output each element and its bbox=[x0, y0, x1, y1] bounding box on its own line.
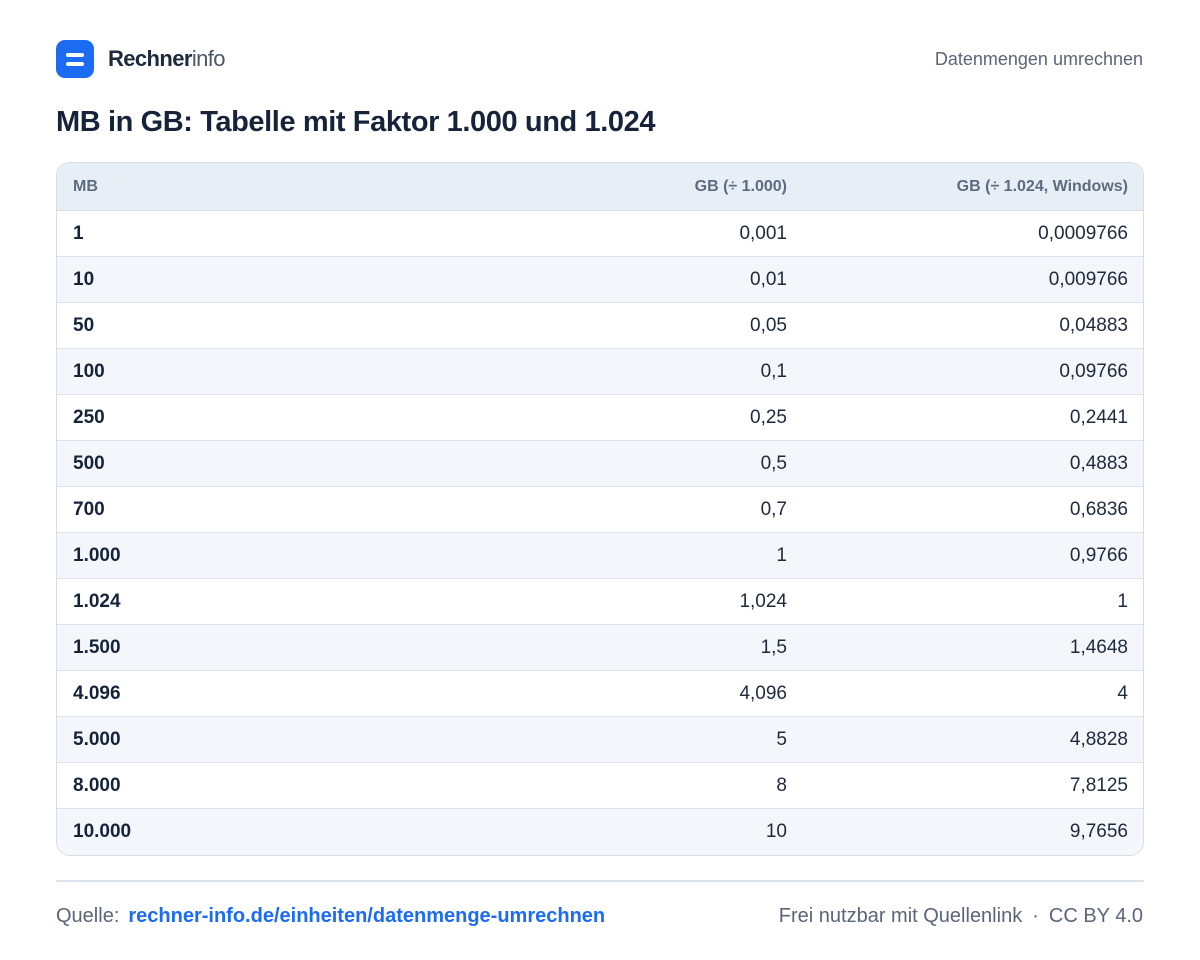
table-row: 8.000 8 7,8125 bbox=[57, 763, 1143, 809]
table-row: 10 0,01 0,009766 bbox=[57, 257, 1143, 303]
cell-mb: 100 bbox=[73, 360, 105, 382]
cell-gb-1000: 8 bbox=[776, 774, 787, 796]
cell-gb-1024: 0,0009766 bbox=[1038, 222, 1128, 244]
cell-mb: 500 bbox=[73, 452, 105, 474]
license-info: Frei nutzbar mit Quellenlink · CC BY 4.0 bbox=[779, 905, 1143, 928]
table-row: 10.000 10 9,7656 bbox=[57, 809, 1143, 855]
cell-mb: 8.000 bbox=[73, 774, 121, 796]
table-row: 1 0,001 0,0009766 bbox=[57, 211, 1143, 257]
cell-gb-1024: 0,9766 bbox=[1069, 544, 1128, 566]
table-row: 700 0,7 0,6836 bbox=[57, 487, 1143, 533]
table-header: MB GB (÷ 1.000) GB (÷ 1.024, Windows) bbox=[57, 163, 1143, 211]
cell-gb-1000: 0,1 bbox=[760, 360, 787, 382]
cell-mb: 5.000 bbox=[73, 728, 121, 750]
source-link[interactable]: rechner-info.de/einheiten/datenmenge-umr… bbox=[128, 905, 606, 927]
page-title: MB in GB: Tabelle mit Faktor 1.000 und 1… bbox=[56, 106, 656, 138]
cell-gb-1024: 4 bbox=[1117, 682, 1128, 704]
table-body: 1 0,001 0,0009766 10 0,01 0,009766 50 0,05 0,048… bbox=[57, 211, 1143, 855]
table-row: 1.024 1,024 1 bbox=[57, 579, 1143, 625]
table-row: 100 0,1 0,09766 bbox=[57, 349, 1143, 395]
cell-gb-1024: 7,8125 bbox=[1069, 774, 1128, 796]
table-row: 1.500 1,5 1,4648 bbox=[57, 625, 1143, 671]
brand-name-light: info bbox=[191, 46, 226, 71]
cell-gb-1000: 0,001 bbox=[739, 222, 787, 244]
cell-gb-1000: 1,5 bbox=[760, 636, 787, 658]
cell-gb-1000: 0,5 bbox=[760, 452, 787, 474]
cell-mb: 1 bbox=[73, 222, 84, 244]
footer-divider bbox=[56, 880, 1144, 882]
table-row: 500 0,5 0,4883 bbox=[57, 441, 1143, 487]
cell-mb: 250 bbox=[73, 406, 105, 428]
brand-logo[interactable]: Rechnerinfo bbox=[56, 40, 226, 78]
cell-gb-1024: 0,6836 bbox=[1069, 498, 1128, 520]
source-credit: Quelle: rechner-info.de/einheiten/datenm… bbox=[56, 905, 605, 928]
cell-gb-1000: 10 bbox=[765, 821, 787, 842]
table-row: 1.000 1 0,9766 bbox=[57, 533, 1143, 579]
cell-gb-1000: 4,096 bbox=[739, 682, 787, 704]
table-row: 5.000 5 4,8828 bbox=[57, 717, 1143, 763]
cell-mb: 10 bbox=[73, 268, 95, 290]
logo-icon bbox=[56, 40, 94, 78]
license-separator: · bbox=[1032, 905, 1039, 927]
cell-gb-1024: 0,009766 bbox=[1048, 268, 1128, 290]
cell-mb: 1.000 bbox=[73, 544, 121, 566]
brand-name: Rechnerinfo bbox=[108, 46, 226, 72]
cell-gb-1000: 0,05 bbox=[750, 314, 787, 336]
cell-gb-1024: 0,09766 bbox=[1059, 360, 1128, 382]
cell-gb-1024: 1 bbox=[1117, 590, 1128, 612]
column-header-mb: MB bbox=[73, 177, 98, 195]
brand-name-bold: Rechner bbox=[108, 46, 192, 71]
column-header-gb-1024: GB (÷ 1.024, Windows) bbox=[956, 177, 1128, 195]
footer: Quelle: rechner-info.de/einheiten/datenm… bbox=[56, 905, 1143, 928]
cell-gb-1000: 1 bbox=[776, 544, 787, 566]
license-text: Frei nutzbar mit Quellenlink bbox=[778, 905, 1023, 927]
nav-link-datenmengen[interactable]: Datenmengen umrechnen bbox=[934, 48, 1143, 69]
cell-gb-1024: 1,4648 bbox=[1069, 636, 1128, 658]
license-name: CC BY 4.0 bbox=[1048, 905, 1143, 927]
cell-gb-1000: 0,25 bbox=[750, 406, 787, 428]
cell-gb-1000: 0,01 bbox=[750, 268, 787, 290]
cell-gb-1024: 4,8828 bbox=[1069, 728, 1128, 750]
cell-gb-1024: 0,4883 bbox=[1069, 452, 1128, 474]
table-row: 50 0,05 0,04883 bbox=[57, 303, 1143, 349]
site-header: Rechnerinfo Datenmengen umrechnen bbox=[56, 40, 1143, 78]
source-label: Quelle: bbox=[56, 905, 120, 927]
cell-gb-1000: 5 bbox=[776, 728, 787, 750]
cell-mb: 50 bbox=[73, 314, 95, 336]
cell-mb: 10.000 bbox=[73, 821, 132, 842]
cell-gb-1000: 0,7 bbox=[760, 498, 787, 520]
cell-mb: 4.096 bbox=[73, 682, 121, 704]
cell-mb: 1.024 bbox=[73, 590, 121, 612]
cell-gb-1024: 0,2441 bbox=[1069, 406, 1128, 428]
table-row: 250 0,25 0,2441 bbox=[57, 395, 1143, 441]
column-header-gb-1000: GB (÷ 1.000) bbox=[694, 177, 787, 195]
cell-gb-1000: 1,024 bbox=[739, 590, 787, 612]
cell-gb-1024: 9,7656 bbox=[1069, 821, 1128, 842]
cell-mb: 700 bbox=[73, 498, 105, 520]
cell-mb: 1.500 bbox=[73, 636, 121, 658]
cell-gb-1024: 0,04883 bbox=[1059, 314, 1128, 336]
table-row: 4.096 4,096 4 bbox=[57, 671, 1143, 717]
